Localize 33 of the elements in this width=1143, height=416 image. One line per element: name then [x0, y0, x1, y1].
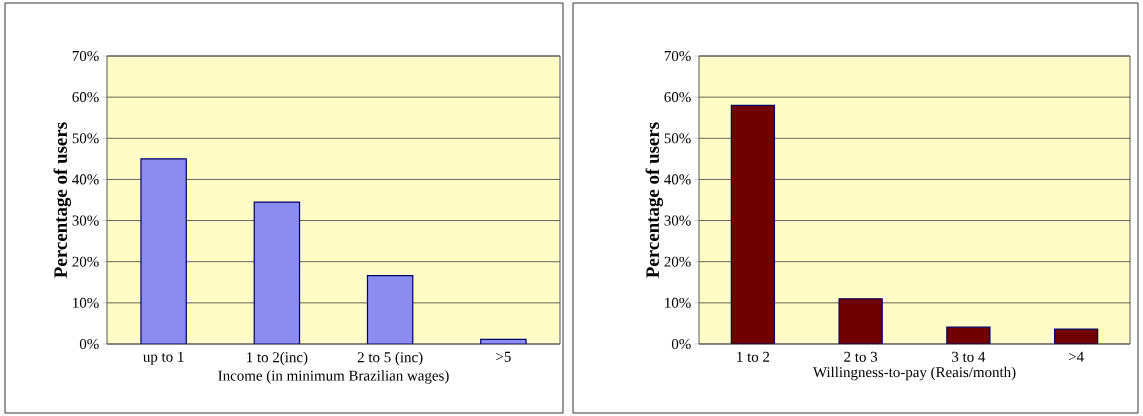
- bar: [253, 201, 301, 344]
- x-axis-title: Income (in minimum Brazilian wages): [218, 370, 449, 384]
- y-tick-label: 70%: [664, 50, 691, 62]
- x-tick-label: up to 1: [143, 351, 184, 365]
- bar: [140, 158, 187, 344]
- x-tick-label: 1 to 2(inc): [247, 351, 308, 366]
- y-tick-label: 40%: [664, 174, 691, 185]
- y-tick-label: 30%: [664, 215, 691, 226]
- y-axis-title: Percentage of users: [645, 122, 663, 278]
- bar: [366, 275, 414, 344]
- x-tick-label: 1 to 2: [737, 351, 770, 362]
- y-tick-label: 60%: [664, 92, 691, 103]
- y-axis-title: Percentage of users: [53, 122, 71, 278]
- y-tick-label: 20%: [72, 256, 99, 267]
- y-tick-label: 40%: [72, 174, 99, 185]
- bar: [730, 104, 776, 344]
- x-tick-label: >5: [496, 351, 511, 362]
- x-tick-label: 3 to 4: [952, 351, 986, 362]
- x-tick-label: 2 to 5 (inc): [357, 351, 423, 366]
- y-tick-label: 10%: [73, 297, 99, 308]
- x-axis-title: Willingness-to-pay (Reais/month): [812, 366, 1016, 381]
- y-tick-label: 20%: [664, 256, 691, 267]
- bar: [838, 298, 883, 344]
- x-tick-label: 2 to 3: [844, 351, 878, 362]
- y-tick-label: 0%: [79, 338, 99, 350]
- x-tick-label: >4: [1068, 351, 1084, 362]
- y-tick-label: 70%: [72, 50, 99, 62]
- y-tick-label: 50%: [664, 133, 691, 144]
- y-tick-label: 30%: [72, 215, 99, 226]
- y-tick-label: 60%: [72, 92, 99, 103]
- y-tick-label: 10%: [665, 297, 691, 308]
- y-tick-label: 0%: [671, 338, 691, 350]
- y-tick-label: 50%: [72, 133, 99, 144]
